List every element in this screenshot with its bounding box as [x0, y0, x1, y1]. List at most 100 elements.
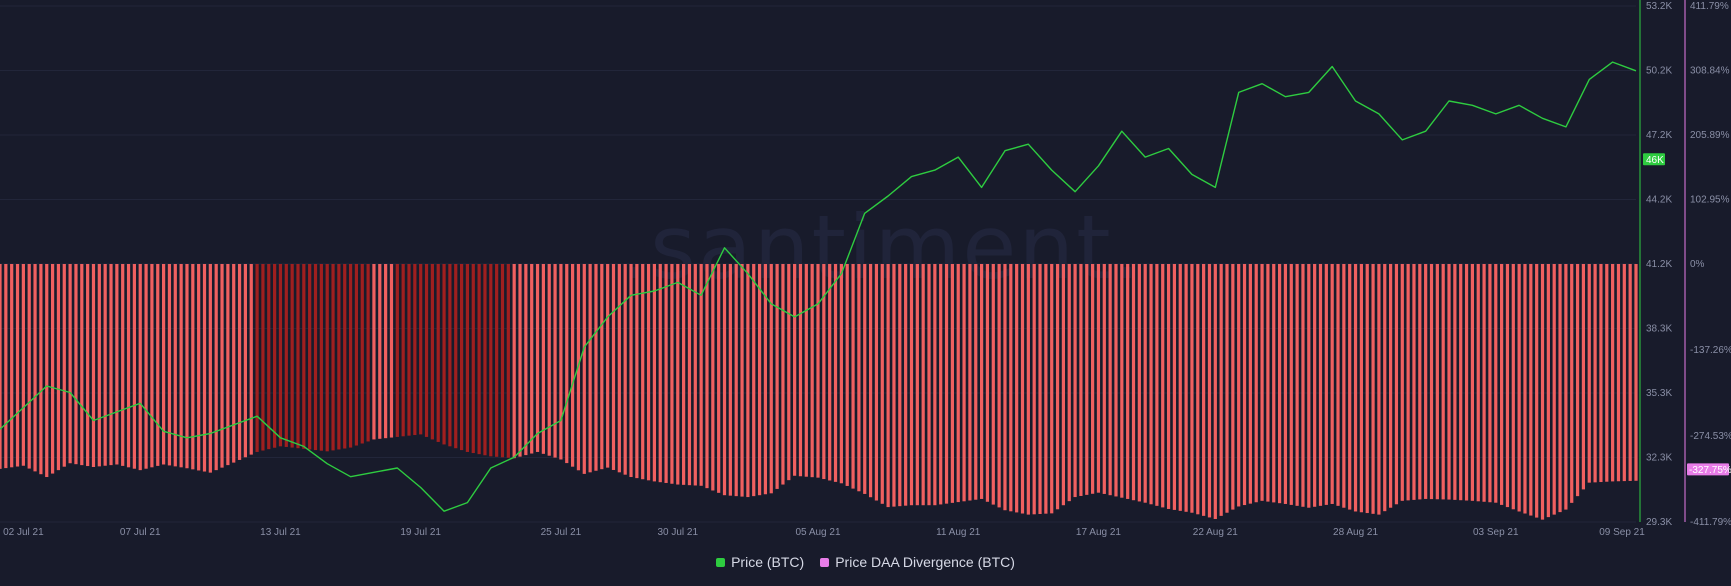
divergence-bar — [1266, 264, 1270, 502]
divergence-bar — [1020, 264, 1025, 514]
legend-item-divergence[interactable]: Price DAA Divergence (BTC) — [820, 554, 1015, 570]
divergence-bar — [886, 264, 890, 508]
divergence-tick-label: 102.95% — [1690, 194, 1730, 205]
divergence-bar — [682, 264, 686, 485]
divergence-bar — [465, 264, 470, 452]
divergence-bar — [401, 264, 405, 437]
divergence-bar — [1342, 264, 1346, 508]
divergence-bar — [600, 264, 604, 470]
divergence-bar — [863, 264, 867, 494]
divergence-bar — [243, 264, 248, 458]
divergence-bar — [1032, 264, 1036, 515]
divergence-bar — [1581, 264, 1586, 490]
divergence-bar — [132, 264, 136, 469]
legend-label-divergence: Price DAA Divergence (BTC) — [835, 554, 1015, 570]
divergence-bar — [471, 264, 475, 454]
divergence-bar — [1622, 264, 1626, 482]
divergence-bar — [1003, 264, 1007, 511]
divergence-bar — [898, 264, 902, 507]
divergence-bar — [86, 264, 90, 467]
divergence-bar — [1535, 264, 1539, 518]
divergence-bar — [109, 264, 113, 466]
divergence-bar — [1330, 264, 1334, 504]
divergence-bar — [1447, 264, 1451, 500]
divergence-bar — [1184, 264, 1188, 512]
divergence-bar — [757, 264, 762, 496]
divergence-bar — [255, 264, 259, 452]
divergence-bar — [1149, 264, 1153, 505]
divergence-bar — [1418, 264, 1422, 500]
divergence-bar — [220, 264, 224, 468]
divergence-bar — [454, 264, 458, 449]
divergence-bar — [734, 264, 738, 497]
legend-swatch-divergence — [820, 557, 830, 567]
divergence-bar — [822, 264, 826, 480]
divergence-bar — [670, 264, 674, 484]
divergence-bar — [1628, 264, 1632, 481]
divergence-bar — [1131, 264, 1136, 501]
divergence-bar — [191, 264, 195, 470]
divergence-bar — [524, 264, 528, 456]
divergence-bar — [717, 264, 721, 493]
divergence-bar — [1143, 264, 1147, 503]
divergence-bar — [582, 264, 586, 474]
x-tick-label: 17 Aug 21 — [1076, 527, 1121, 538]
divergence-bar — [594, 264, 598, 471]
divergence-bar — [1079, 264, 1083, 496]
price-tick-label: 38.3K — [1646, 324, 1672, 335]
divergence-bar — [1190, 264, 1194, 513]
divergence-bar — [237, 264, 242, 460]
x-tick-label: 28 Aug 21 — [1333, 527, 1378, 538]
divergence-bar — [348, 264, 353, 448]
divergence-bar — [407, 264, 411, 436]
divergence-bar — [1558, 264, 1562, 513]
divergence-bar — [424, 264, 429, 437]
divergence-bar — [588, 264, 592, 473]
divergence-bar — [1424, 264, 1428, 499]
divergence-bar — [1453, 264, 1457, 500]
divergence-bar — [56, 264, 61, 471]
divergence-bar — [331, 264, 335, 451]
divergence-bar — [448, 264, 452, 447]
divergence-bar — [1587, 264, 1591, 483]
divergence-bar — [208, 264, 212, 473]
divergence-bar — [1476, 264, 1480, 502]
divergence-bar — [413, 264, 417, 436]
divergence-bar — [1383, 264, 1387, 512]
x-tick-label: 03 Sep 21 — [1473, 527, 1519, 538]
price-tick-label: 41.2K — [1646, 259, 1672, 270]
divergence-bar — [267, 264, 271, 450]
divergence-bar — [179, 264, 183, 468]
divergence-bar — [1248, 264, 1252, 504]
divergence-bar — [10, 264, 14, 468]
divergence-tick-label: 205.89% — [1690, 130, 1730, 141]
divergence-bar — [74, 264, 78, 465]
divergence-bar — [97, 264, 101, 467]
divergence-bar — [635, 264, 639, 479]
divergence-bar — [979, 264, 984, 499]
divergence-bar — [296, 264, 300, 449]
divergence-bar — [1611, 264, 1615, 482]
legend-label-price: Price (BTC) — [731, 554, 805, 570]
divergence-bar — [1529, 264, 1533, 516]
divergence-bar — [1155, 264, 1159, 506]
divergence-bar — [1359, 264, 1363, 513]
divergence-bar — [308, 264, 312, 450]
divergence-bar — [746, 264, 750, 498]
divergence-bar — [4, 264, 8, 469]
divergence-tick-label: -137.26% — [1690, 345, 1731, 356]
divergence-bar — [214, 264, 218, 471]
divergence-bar — [1605, 264, 1609, 482]
divergence-bar — [1178, 264, 1182, 511]
divergence-bar — [868, 264, 873, 498]
divergence-bar — [45, 264, 49, 478]
divergence-bar — [1406, 264, 1410, 501]
divergence-bar — [1161, 264, 1165, 508]
x-tick-label: 05 Aug 21 — [795, 527, 840, 538]
divergence-bar — [226, 264, 230, 466]
legend-item-price[interactable]: Price (BTC) — [716, 554, 804, 570]
divergence-bar — [991, 264, 995, 505]
divergence-bar — [366, 264, 370, 442]
divergence-bar — [1120, 264, 1124, 498]
